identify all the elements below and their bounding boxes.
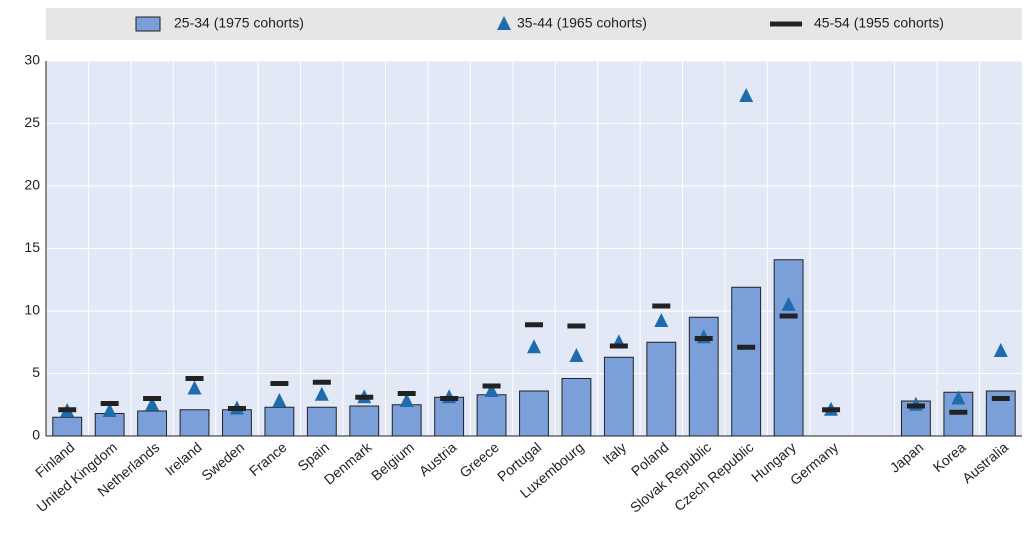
- dash-marker: [779, 313, 798, 319]
- bar: [137, 410, 168, 437]
- bar: [773, 259, 804, 437]
- dash-marker: [482, 383, 501, 389]
- x-tick-label: Denmark: [321, 438, 376, 487]
- dash-marker: [694, 336, 713, 341]
- bar: [349, 405, 380, 437]
- dash-marker: [312, 379, 331, 385]
- bar: [306, 406, 337, 437]
- triangle-marker: [951, 390, 966, 405]
- y-tick-label: 25: [24, 114, 40, 130]
- dash-marker: [58, 407, 77, 413]
- y-tick-label: 20: [24, 177, 40, 193]
- dash-marker: [143, 396, 162, 401]
- bar: [264, 406, 295, 437]
- legend-label: 45-54 (1955 cohorts): [814, 15, 944, 31]
- dash-marker: [822, 407, 841, 413]
- triangle-marker: [102, 403, 117, 417]
- y-tick-label: 0: [32, 427, 40, 443]
- dash-marker: [567, 323, 586, 329]
- bar: [731, 286, 762, 437]
- x-tick-label: France: [246, 439, 290, 479]
- y-tick-label: 10: [24, 302, 40, 318]
- bar: [603, 356, 634, 437]
- dash-marker: [609, 343, 628, 349]
- triangle-marker: [484, 383, 499, 397]
- dash-marker: [355, 394, 374, 400]
- dash-marker: [397, 391, 416, 396]
- triangle-marker: [187, 380, 202, 395]
- x-tick-label: Czech Republic: [671, 439, 756, 514]
- legend-label: 25-34 (1975 cohorts): [174, 15, 304, 31]
- dash-marker: [100, 401, 119, 406]
- x-tick-label: Japan: [887, 439, 927, 476]
- dash-marker: [991, 396, 1010, 401]
- triangle-marker: [569, 348, 584, 362]
- x-tick-label: Germany: [787, 439, 841, 488]
- dash-marker: [737, 344, 756, 350]
- x-tick-label: Sweden: [198, 439, 247, 484]
- legend-background: [46, 8, 1022, 40]
- dash-marker: [227, 406, 246, 411]
- triangle-marker: [527, 339, 541, 354]
- dash-marker: [440, 396, 459, 401]
- triangle-marker: [272, 393, 287, 407]
- y-tick-label: 5: [32, 364, 40, 380]
- dash-marker: [906, 403, 925, 409]
- bar: [179, 409, 210, 437]
- x-tick-label: Belgium: [368, 439, 417, 484]
- bar: [561, 378, 592, 437]
- x-tick-label: Austria: [416, 439, 460, 479]
- dash-marker: [949, 409, 968, 415]
- y-tick-label: 15: [24, 239, 40, 255]
- dash-marker: [185, 376, 204, 381]
- triangle-marker: [654, 313, 669, 327]
- legend-swatch: [135, 16, 161, 32]
- legend-swatch: [497, 16, 511, 30]
- dash-marker: [652, 303, 671, 309]
- triangle-marker: [781, 296, 796, 311]
- x-tick-label: Australia: [959, 439, 1011, 486]
- x-tick-label: Italy: [599, 439, 629, 468]
- y-tick-label: 30: [24, 52, 40, 68]
- bar: [52, 416, 83, 437]
- bar: [519, 390, 549, 437]
- triangle-marker: [993, 343, 1008, 357]
- triangle-marker: [145, 396, 160, 411]
- legend-swatch: [770, 21, 802, 27]
- bar: [646, 341, 677, 437]
- triangle-marker: [739, 88, 754, 102]
- bar: [391, 404, 422, 437]
- triangle-marker: [314, 386, 329, 401]
- triangle-marker: [399, 393, 414, 407]
- x-tick-label: Spain: [294, 439, 332, 474]
- dash-marker: [270, 381, 289, 386]
- legend-label: 35-44 (1965 cohorts): [517, 15, 647, 31]
- dash-marker: [525, 322, 543, 328]
- bar: [434, 396, 465, 437]
- bar: [476, 394, 507, 437]
